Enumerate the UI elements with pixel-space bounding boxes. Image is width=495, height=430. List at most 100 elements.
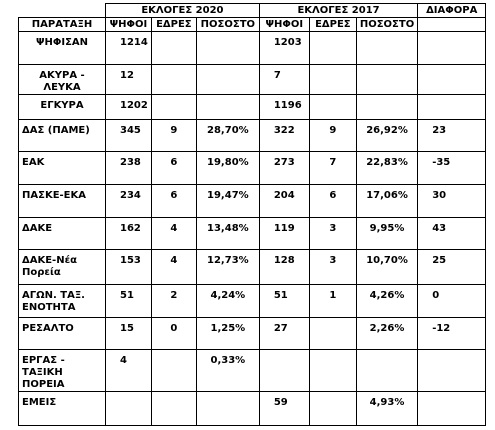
cell xyxy=(308,317,357,350)
cell xyxy=(417,64,487,95)
cell: 0,33% xyxy=(195,349,260,392)
cell: 43 xyxy=(417,217,487,250)
cell xyxy=(150,64,197,95)
cell: 1203 xyxy=(258,31,310,65)
cell: 345 xyxy=(105,119,152,152)
column-header: ΕΔΡΕΣ xyxy=(308,17,357,32)
table-row: ΑΓΩΝ. ΤΑΞ. ΕΝΟΤΗΤΑ 51 2 4,24% 51 1 4,26% 0 xyxy=(18,284,487,318)
cell xyxy=(195,391,260,426)
cell: 234 xyxy=(105,184,152,218)
cell: 12 xyxy=(105,64,152,95)
cell: 17,06% xyxy=(355,184,419,218)
cell: -35 xyxy=(417,151,487,185)
cell: 9,95% xyxy=(355,217,419,250)
cell xyxy=(308,64,357,95)
cell: 2,26% xyxy=(355,317,419,350)
group-header: ΕΚΛΟΓΕΣ 2017 xyxy=(258,3,419,18)
cell xyxy=(308,31,357,65)
cell: -12 xyxy=(417,317,487,350)
row-label: ΕΜΕΙΣ xyxy=(18,391,106,426)
table-row: ΔΑΣ (ΠΑΜΕ) 345 9 28,70% 322 9 26,92% 23 xyxy=(18,119,487,152)
cell: 1 xyxy=(308,284,357,318)
empty-cell xyxy=(417,17,487,32)
cell xyxy=(150,31,197,65)
cell: 0 xyxy=(417,284,487,318)
row-label: ΔΑΣ (ΠΑΜΕ) xyxy=(18,119,106,152)
empty-cell xyxy=(19,4,106,18)
column-header: ΠΑΡΑΤΑΞΗ xyxy=(18,17,106,32)
cell: 322 xyxy=(258,119,310,152)
cell: 25 xyxy=(417,249,487,285)
cell xyxy=(195,31,260,65)
column-header: ΨΗΦΟΙ xyxy=(105,17,152,32)
cell: 10,70% xyxy=(355,249,419,285)
table-row: ΕΑΚ 238 6 19,80% 273 7 22,83% -35 xyxy=(18,151,487,185)
table-body: ΕΚΛΟΓΕΣ 2020 ΕΚΛΟΓΕΣ 2017 ΔΙΑΦΟΡΑ ΠΑΡΑΤΑ… xyxy=(18,3,487,426)
cell: 27 xyxy=(258,317,310,350)
cell xyxy=(417,349,487,392)
cell: 51 xyxy=(105,284,152,318)
results-table: ΕΚΛΟΓΕΣ 2020 ΕΚΛΟΓΕΣ 2017 ΔΙΑΦΟΡΑ ΠΑΡΑΤΑ… xyxy=(18,3,487,426)
row-label: ΔΑΚΕ xyxy=(18,217,106,250)
table-row: ΔΑΚΕ 162 4 13,48% 119 3 9,95% 43 xyxy=(18,217,487,250)
cell: 4,26% xyxy=(355,284,419,318)
cell: 9 xyxy=(150,119,197,152)
cell: 1196 xyxy=(258,94,310,120)
cell: 153 xyxy=(105,249,152,285)
cell xyxy=(150,349,197,392)
cell: 7 xyxy=(308,151,357,185)
cell: 19,47% xyxy=(195,184,260,218)
column-header-row: ΠΑΡΑΤΑΞΗ ΨΗΦΟΙ ΕΔΡΕΣ ΠΟΣΟΣΤΟ ΨΗΦΟΙ ΕΔΡΕΣ ΠΟΣΟΣ… xyxy=(18,17,487,32)
row-label: ΨΗΦΙΣΑΝ xyxy=(18,31,106,65)
cell: 59 xyxy=(258,391,310,426)
cell: 9 xyxy=(308,119,357,152)
cell: 1214 xyxy=(105,31,152,65)
cell: 204 xyxy=(258,184,310,218)
row-label: ΔΑΚΕ-Νέα Πορεία xyxy=(18,249,106,285)
cell xyxy=(308,94,357,120)
cell: 273 xyxy=(258,151,310,185)
cell: 4 xyxy=(150,217,197,250)
cell xyxy=(355,31,419,65)
cell: 19,80% xyxy=(195,151,260,185)
row-label: ΕΓΚΥΡΑ xyxy=(18,94,106,120)
cell: 30 xyxy=(417,184,487,218)
cell xyxy=(417,94,487,120)
cell: 128 xyxy=(258,249,310,285)
group-header-row: ΕΚΛΟΓΕΣ 2020 ΕΚΛΟΓΕΣ 2017 ΔΙΑΦΟΡΑ xyxy=(19,3,487,18)
cell: 2 xyxy=(150,284,197,318)
cell xyxy=(150,391,197,426)
row-label: ΠΑΣΚΕ-ΕΚΑ xyxy=(18,184,106,218)
cell: 12,73% xyxy=(195,249,260,285)
table-row: ΕΡΓΑΣ - ΤΑΞΙΚΗ ΠΟΡΕΙΑ 4 0,33% xyxy=(18,349,487,392)
row-label: ΡΕΣΑΛΤΟ xyxy=(18,317,106,350)
row-label: ΑΓΩΝ. ΤΑΞ. ΕΝΟΤΗΤΑ xyxy=(18,284,106,318)
cell: 15 xyxy=(105,317,152,350)
cell xyxy=(105,391,152,426)
cell: 4 xyxy=(105,349,152,392)
column-header: ΠΟΣΟΣΤΟ xyxy=(355,17,419,32)
cell xyxy=(308,391,357,426)
cell: 1202 xyxy=(105,94,152,120)
cell xyxy=(355,349,419,392)
table-row: ΔΑΚΕ-Νέα Πορεία 153 4 12,73% 128 3 10,70% 25 xyxy=(18,249,487,285)
table-row: ΑΚΥΡΑ - ΛΕΥΚΑ 12 7 xyxy=(18,64,487,95)
cell xyxy=(195,64,260,95)
column-header: ΠΟΣΟΣΤΟ xyxy=(195,17,260,32)
cell: 4 xyxy=(150,249,197,285)
cell: 26,92% xyxy=(355,119,419,152)
cell: 162 xyxy=(105,217,152,250)
column-header: ΨΗΦΟΙ xyxy=(258,17,310,32)
cell: 119 xyxy=(258,217,310,250)
cell xyxy=(308,349,357,392)
cell: 28,70% xyxy=(195,119,260,152)
cell: 23 xyxy=(417,119,487,152)
cell: 3 xyxy=(308,217,357,250)
row-label: ΑΚΥΡΑ - ΛΕΥΚΑ xyxy=(18,64,106,95)
row-label: ΕΡΓΑΣ - ΤΑΞΙΚΗ ΠΟΡΕΙΑ xyxy=(18,349,106,392)
group-header: ΕΚΛΟΓΕΣ 2020 xyxy=(105,3,260,18)
cell: 238 xyxy=(105,151,152,185)
row-label: ΕΑΚ xyxy=(18,151,106,185)
cell: 3 xyxy=(308,249,357,285)
